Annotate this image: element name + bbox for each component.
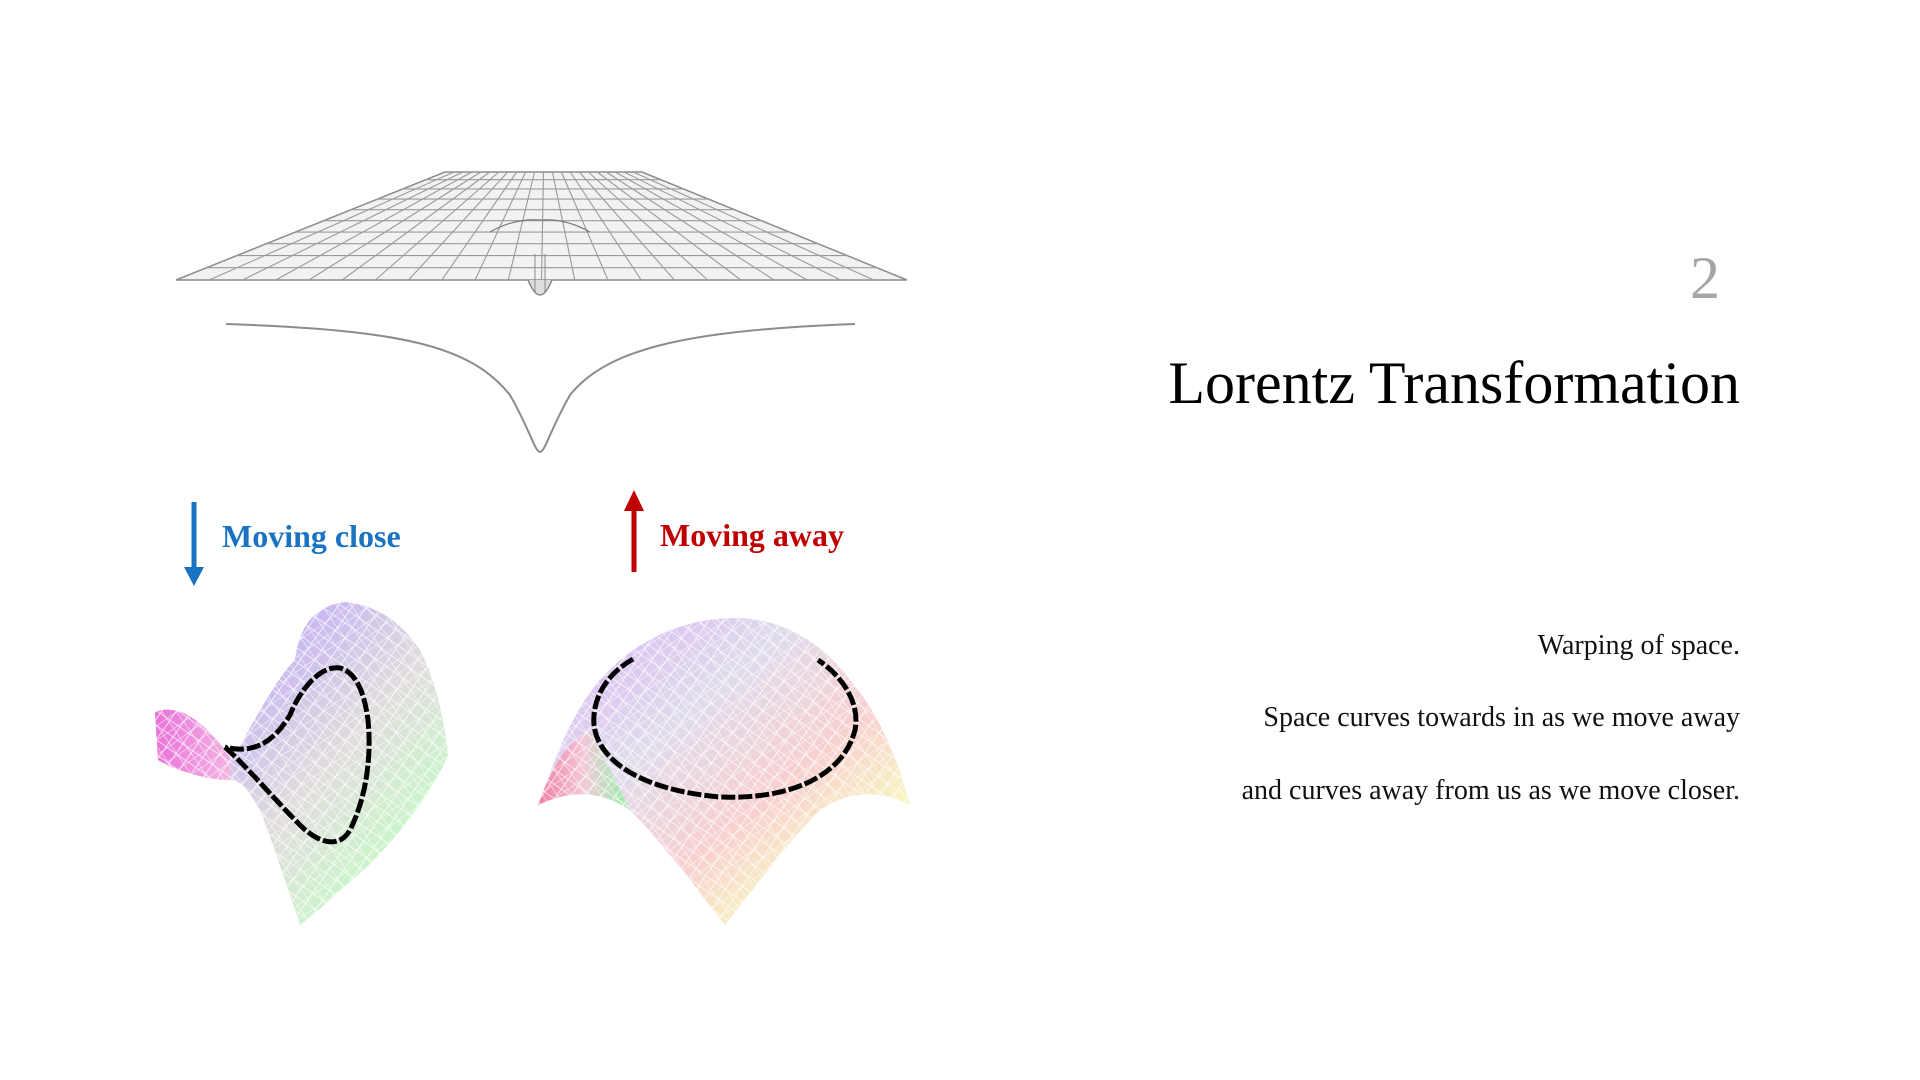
potential-curve (225, 323, 856, 454)
spacetime-well-grid (175, 171, 908, 296)
body-line-curves-towards: Space curves towards in as we move away (1263, 702, 1740, 733)
slide-title: Lorentz Transformation (1168, 350, 1740, 416)
moving-close-label: Moving close (222, 518, 401, 554)
moving-away-label: Moving away (660, 517, 844, 553)
moving-away-arrow (624, 490, 644, 572)
slide-number: 2 (1690, 245, 1720, 311)
body-line-curves-away: and curves away from us as we move close… (1241, 775, 1740, 806)
dome-surface-mesh (538, 618, 910, 925)
body-line-warping: Warping of space. (1537, 630, 1740, 661)
saddle-surface-mesh (155, 602, 448, 925)
moving-close-arrow (184, 502, 204, 586)
